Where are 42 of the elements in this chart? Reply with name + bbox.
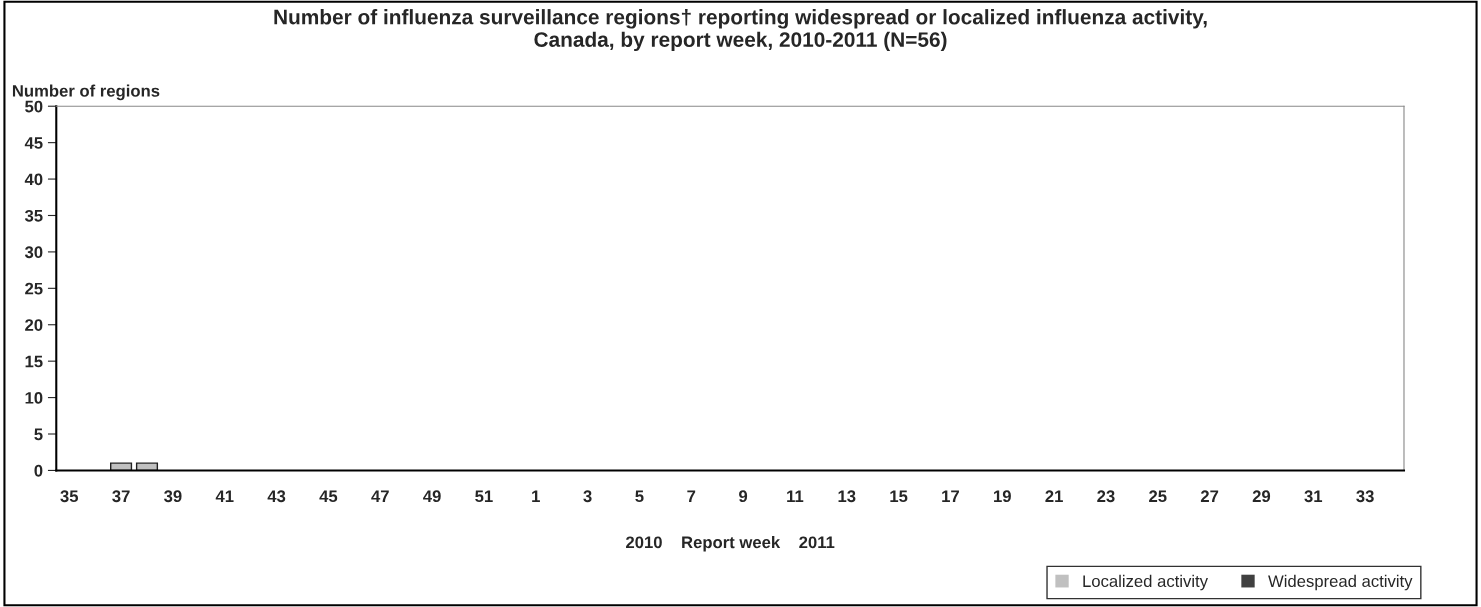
y-tick-label: 25 bbox=[25, 282, 43, 295]
x-tick-label: 9 bbox=[739, 490, 748, 503]
x-tick-label: 13 bbox=[838, 490, 856, 503]
legend-label: Widespread activity bbox=[1268, 574, 1413, 591]
x-tick-label: 7 bbox=[687, 490, 696, 502]
x-tick-label: 3 bbox=[583, 490, 592, 503]
x-tick-label: 17 bbox=[942, 490, 959, 502]
y-tick-label: 45 bbox=[24, 137, 43, 149]
x-tick-label: 1 bbox=[532, 490, 540, 502]
x-tick-label: 51 bbox=[475, 490, 493, 503]
x-tick-label: 11 bbox=[787, 490, 804, 502]
y-tick-label: 20 bbox=[25, 319, 43, 331]
x-tick-label: 33 bbox=[1356, 490, 1374, 503]
chart-title: Number of influenza surveillance regions† reporting widespread or localized influenza activity, Canada, by report week, 2010-2011 (N=56) bbox=[274, 9, 1207, 52]
x-tick-label: 27 bbox=[1200, 490, 1219, 502]
x-axis-title: 2010 Report week 2011 bbox=[626, 535, 835, 552]
legend-label: Localized activity bbox=[1083, 574, 1208, 591]
x-tick-label: 21 bbox=[1045, 490, 1063, 502]
y-tick-label: 0 bbox=[34, 464, 43, 477]
y-tick-label: 50 bbox=[25, 100, 43, 113]
y-tick-label: 30 bbox=[24, 246, 43, 259]
x-tick-label: 35 bbox=[60, 490, 79, 503]
x-tick-label: 43 bbox=[267, 490, 286, 503]
y-tick-label: 35 bbox=[24, 209, 43, 222]
y-tick-label: 15 bbox=[25, 355, 43, 368]
x-tick-label: 49 bbox=[423, 490, 441, 503]
x-tick-label: 41 bbox=[215, 490, 234, 502]
x-tick-label: 5 bbox=[635, 490, 644, 503]
x-tick-label: 37 bbox=[112, 490, 130, 503]
x-tick-label: 31 bbox=[1304, 490, 1323, 503]
x-tick-label: 25 bbox=[1149, 490, 1167, 503]
x-tick-label: 23 bbox=[1097, 490, 1115, 503]
y-axis-title: Number of regions bbox=[12, 84, 160, 101]
x-tick-label: 19 bbox=[994, 490, 1011, 503]
y-tick-label: 40 bbox=[24, 173, 43, 186]
x-tick-label: 15 bbox=[890, 490, 908, 503]
x-tick-label: 39 bbox=[164, 490, 182, 503]
x-tick-label: 47 bbox=[371, 490, 389, 502]
y-tick-label: 5 bbox=[34, 428, 43, 441]
y-tick-label: 10 bbox=[25, 391, 43, 404]
x-tick-label: 45 bbox=[319, 490, 338, 503]
x-tick-label: 29 bbox=[1252, 490, 1271, 503]
